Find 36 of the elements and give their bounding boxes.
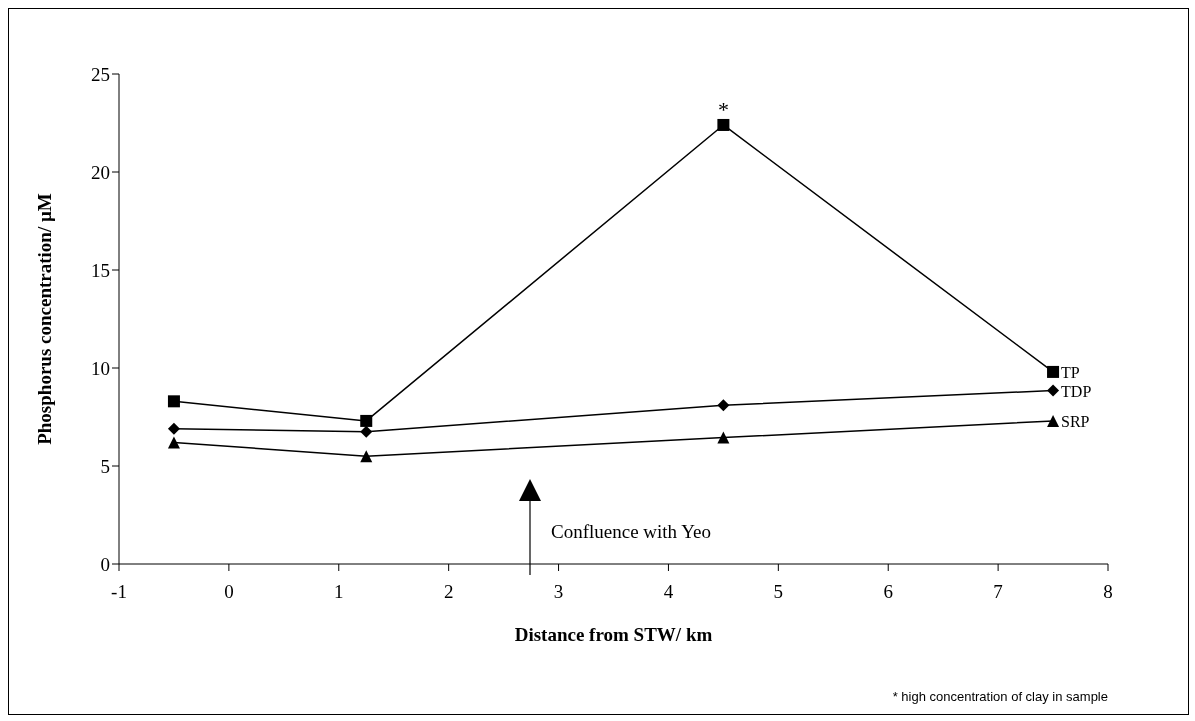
y-tick-label: 25 <box>91 63 110 85</box>
point <box>360 425 373 438</box>
x-tick-label: 3 <box>553 581 564 603</box>
point <box>1047 414 1060 427</box>
point <box>360 450 373 463</box>
point <box>1047 365 1060 378</box>
y-tick-label: 15 <box>91 259 110 281</box>
y-tick-label: 20 <box>91 161 110 183</box>
y-tick-label: 10 <box>91 357 110 379</box>
y-tick-label: 5 <box>100 455 110 477</box>
series-label: TDP <box>1061 382 1092 400</box>
point <box>717 118 730 131</box>
text: * high concentration of clay in sample <box>892 689 1108 704</box>
series-label: SRP <box>1061 412 1090 430</box>
x-tick-label: -1 <box>111 581 127 603</box>
x-tick-label: 0 <box>224 581 234 603</box>
annotation: Confluence with Yeo <box>551 521 711 543</box>
x-axis-title: Distance from STW/ km <box>514 624 713 645</box>
y-tick-label: 0 <box>100 553 110 575</box>
point <box>167 436 180 449</box>
point <box>717 431 730 444</box>
point <box>717 399 730 412</box>
point <box>167 422 180 435</box>
series-label: TP <box>1061 363 1080 381</box>
x-tick-label: 2 <box>443 581 454 603</box>
annotation: * <box>717 96 729 122</box>
x-tick-label: 1 <box>334 581 344 603</box>
point <box>1047 384 1060 397</box>
x-tick-label: 4 <box>663 581 674 603</box>
x-tick-label: 7 <box>993 581 1003 603</box>
point <box>360 414 373 427</box>
x-tick-label: 8 <box>1103 581 1113 603</box>
y-axis-title: Phosphorus concentration/ µM <box>33 193 55 445</box>
x-tick-label: 6 <box>883 581 893 603</box>
x-tick-label: 5 <box>773 581 784 603</box>
point <box>167 395 180 408</box>
